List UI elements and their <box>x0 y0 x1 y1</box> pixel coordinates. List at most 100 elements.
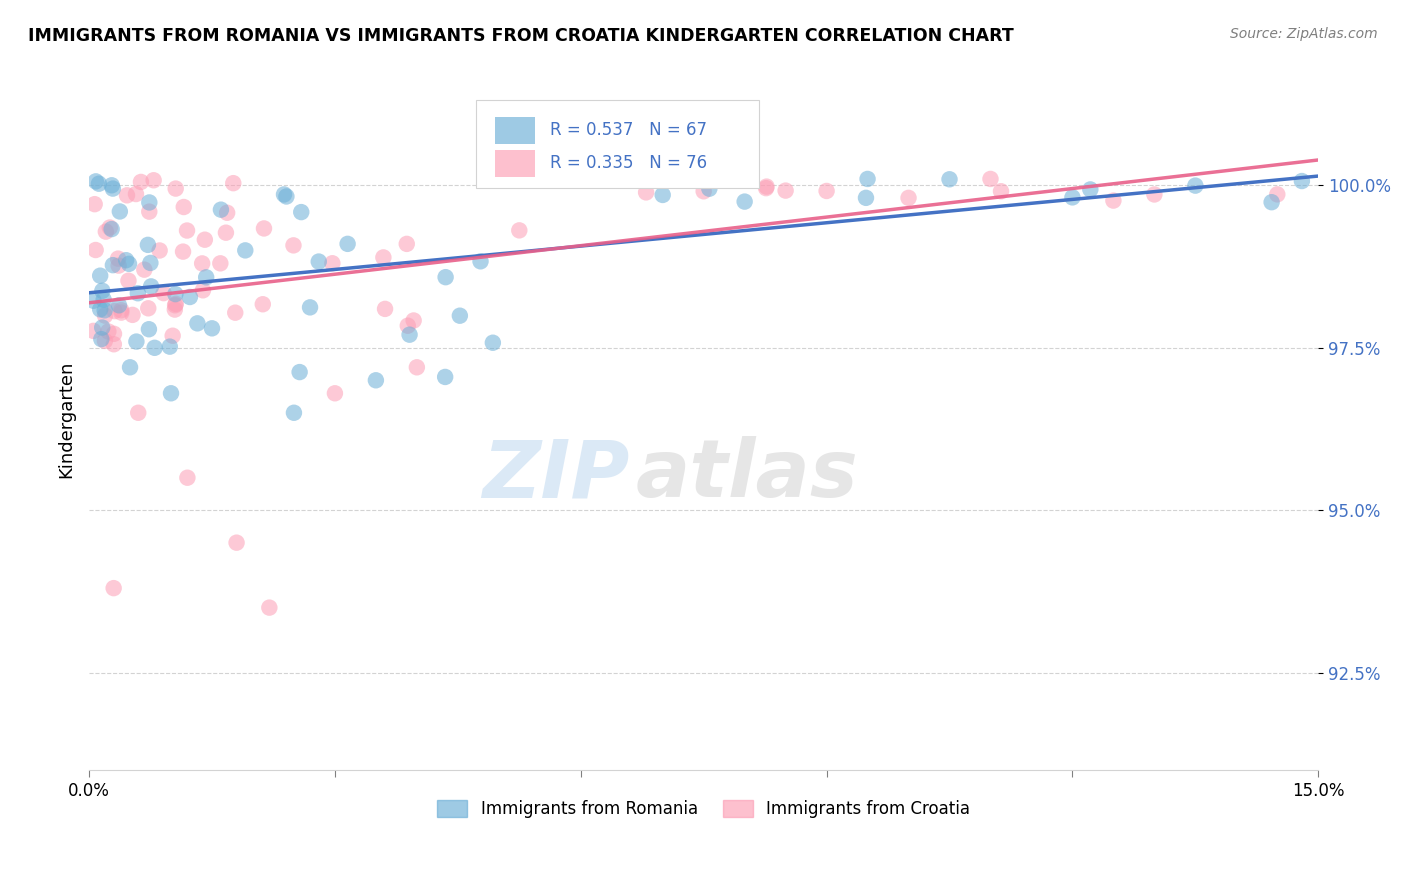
FancyBboxPatch shape <box>495 150 536 177</box>
Point <box>897 191 920 205</box>
Point <box>508 223 530 237</box>
Point <box>87 177 110 191</box>
Point <box>276 189 298 203</box>
Point <box>288 365 311 379</box>
Point <box>94 309 117 323</box>
FancyBboxPatch shape <box>477 100 759 188</box>
Point <box>91 284 114 298</box>
Point <box>82 324 104 338</box>
Point <box>162 328 184 343</box>
Point <box>396 318 419 333</box>
Point <box>165 287 187 301</box>
Point <box>273 187 295 202</box>
Text: ZIP: ZIP <box>482 436 630 515</box>
Point <box>1062 190 1084 204</box>
Point <box>93 293 115 307</box>
Point <box>176 223 198 237</box>
Point <box>97 325 120 339</box>
Point <box>101 258 124 272</box>
Point <box>990 184 1012 198</box>
Point <box>191 256 214 270</box>
Point <box>125 334 148 349</box>
Point <box>163 302 186 317</box>
Point <box>160 386 183 401</box>
Point <box>373 251 395 265</box>
Point <box>94 225 117 239</box>
Point <box>855 191 877 205</box>
Point <box>173 200 195 214</box>
Point <box>692 184 714 198</box>
Point <box>136 301 159 316</box>
Point <box>434 270 457 285</box>
Point <box>364 373 387 387</box>
Point <box>209 256 232 270</box>
Point <box>402 313 425 327</box>
Point <box>321 256 343 270</box>
FancyBboxPatch shape <box>495 117 536 144</box>
Point <box>434 370 457 384</box>
Point <box>100 222 122 236</box>
Point <box>1265 187 1288 202</box>
Point <box>195 270 218 285</box>
Point <box>482 335 505 350</box>
Point <box>194 233 217 247</box>
Point <box>101 181 124 195</box>
Point <box>308 254 330 268</box>
Point <box>290 205 312 219</box>
Point <box>125 187 148 202</box>
Point <box>159 340 181 354</box>
Point <box>201 321 224 335</box>
Text: R = 0.537   N = 67: R = 0.537 N = 67 <box>550 121 707 139</box>
Point <box>98 220 121 235</box>
Point <box>89 302 111 317</box>
Point <box>127 286 149 301</box>
Point <box>699 182 721 196</box>
Point <box>336 236 359 251</box>
Point <box>143 341 166 355</box>
Point <box>139 256 162 270</box>
Point <box>138 322 160 336</box>
Point <box>1291 174 1313 188</box>
Point <box>252 297 274 311</box>
Point <box>651 188 673 202</box>
Point <box>636 186 658 200</box>
Point <box>398 327 420 342</box>
Legend: Immigrants from Romania, Immigrants from Croatia: Immigrants from Romania, Immigrants from… <box>430 793 977 825</box>
Point <box>224 306 246 320</box>
Point <box>83 197 105 211</box>
Point <box>449 309 471 323</box>
Point <box>815 184 838 198</box>
Point <box>117 274 139 288</box>
Point <box>139 279 162 293</box>
Point <box>103 337 125 351</box>
Point <box>118 360 141 375</box>
Point <box>107 252 129 266</box>
Point <box>91 320 114 334</box>
Point <box>134 262 156 277</box>
Point <box>142 173 165 187</box>
Point <box>734 194 756 209</box>
Point <box>283 406 305 420</box>
Point <box>127 406 149 420</box>
Point <box>225 535 247 549</box>
Point <box>93 303 115 318</box>
Point <box>84 243 107 257</box>
Point <box>172 244 194 259</box>
Point <box>215 226 238 240</box>
Point <box>209 202 232 217</box>
Point <box>90 332 112 346</box>
Point <box>470 254 492 268</box>
Point <box>856 172 879 186</box>
Point <box>129 175 152 189</box>
Point <box>1260 195 1282 210</box>
Point <box>110 305 132 319</box>
Point <box>121 308 143 322</box>
Point <box>979 172 1001 186</box>
Point <box>100 178 122 193</box>
Point <box>165 181 187 195</box>
Point <box>136 238 159 252</box>
Point <box>233 244 256 258</box>
Y-axis label: Kindergarten: Kindergarten <box>58 360 75 478</box>
Point <box>115 188 138 202</box>
Point <box>149 244 172 258</box>
